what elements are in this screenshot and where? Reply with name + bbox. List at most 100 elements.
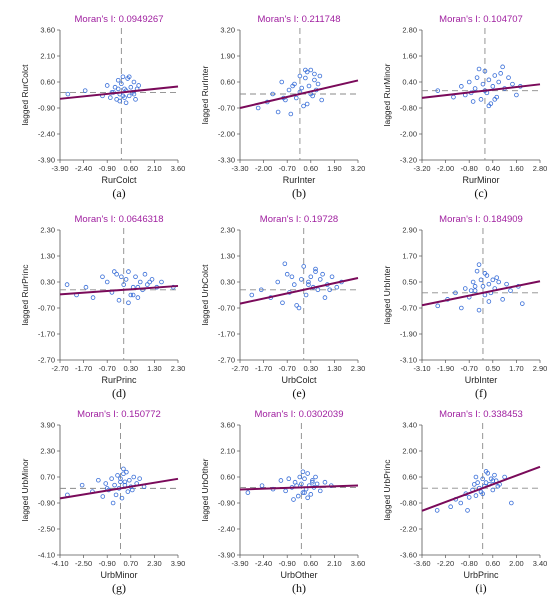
data-point	[303, 292, 309, 298]
y-axis-label: lagged UrbInter	[382, 266, 392, 325]
data-point	[297, 474, 303, 480]
data-point	[121, 466, 126, 472]
data-point	[116, 297, 122, 303]
x-tick-label: 2.30	[171, 364, 186, 373]
y-tick-label: 0.70	[40, 473, 55, 482]
chart-title: Moran's I: 0.150772	[77, 409, 161, 420]
y-tick-label: 3.40	[402, 421, 417, 430]
y-tick-label: -2.50	[38, 525, 55, 534]
data-point	[434, 508, 440, 513]
chart-title: Moran's I: 0.0302039	[255, 409, 344, 420]
data-point	[329, 274, 335, 280]
y-tick-label: 3.60	[40, 26, 55, 35]
data-point	[249, 292, 255, 298]
x-tick-label: 2.10	[147, 164, 162, 173]
data-point	[482, 68, 488, 74]
data-point	[130, 292, 136, 298]
data-point	[301, 264, 307, 269]
data-point	[112, 482, 117, 488]
x-tick-label: 2.10	[327, 559, 342, 568]
chart-title: Moran's I: 0.104707	[439, 14, 523, 25]
data-point	[494, 275, 500, 280]
data-point	[495, 483, 501, 489]
y-tick-label: -4.10	[38, 551, 55, 560]
y-tick-label: 2.10	[40, 52, 55, 61]
data-point	[133, 97, 138, 102]
data-point	[286, 476, 292, 482]
data-point	[483, 480, 489, 485]
x-tick-label: -0.90	[279, 559, 296, 568]
panel-label: (e)	[292, 386, 305, 400]
y-tick-label: 1.70	[402, 252, 417, 261]
data-point	[472, 288, 478, 293]
y-tick-label: 3.90	[40, 421, 55, 430]
data-point	[296, 305, 302, 311]
regression-line	[421, 280, 541, 307]
data-point	[490, 478, 496, 484]
x-tick-label: 2.30	[147, 559, 162, 568]
data-point	[82, 88, 88, 93]
data-point	[514, 92, 519, 98]
regression-line	[59, 85, 179, 100]
data-point	[275, 109, 281, 115]
data-point	[322, 295, 328, 300]
y-tick-label: 2.30	[40, 226, 55, 235]
x-tick-label: 2.30	[351, 364, 366, 373]
data-point	[142, 271, 148, 277]
y-tick-label: -3.20	[400, 156, 417, 165]
x-tick-label: -0.90	[99, 164, 116, 173]
x-tick-label: -0.80	[461, 559, 478, 568]
x-tick-label: -1.90	[437, 364, 454, 373]
data-point	[453, 290, 458, 296]
data-point	[306, 279, 311, 285]
y-tick-label: -1.70	[218, 330, 235, 339]
y-tick-label: -1.70	[38, 330, 55, 339]
y-tick-label: -3.90	[218, 551, 235, 560]
panel-label: (g)	[112, 581, 126, 595]
data-point	[315, 81, 321, 87]
x-axis-label: UrbInter	[465, 375, 498, 385]
data-point	[435, 303, 441, 309]
x-tick-label: 0.60	[485, 559, 500, 568]
x-tick-label: 0.30	[123, 364, 138, 373]
y-tick-label: -0.90	[38, 499, 55, 508]
data-point	[302, 476, 307, 482]
data-point	[300, 490, 306, 495]
x-tick-label: 1.30	[327, 364, 342, 373]
data-point	[295, 493, 301, 499]
x-tick-label: 0.60	[303, 164, 318, 173]
regression-line	[239, 484, 359, 491]
data-point	[470, 99, 476, 104]
data-point	[64, 282, 70, 287]
data-point	[480, 476, 485, 482]
data-point	[100, 494, 106, 499]
chart-title: Moran's I: 0.211748	[258, 14, 341, 25]
y-tick-label: -3.30	[218, 156, 235, 165]
data-point	[502, 474, 507, 480]
data-point	[308, 274, 314, 280]
x-axis-label: UrbColct	[281, 375, 317, 385]
x-tick-label: -0.70	[279, 164, 296, 173]
x-tick-label: 0.50	[485, 364, 500, 373]
x-tick-label: -4.10	[51, 559, 68, 568]
data-point	[291, 497, 296, 502]
data-point	[480, 81, 486, 87]
data-point	[313, 474, 318, 480]
y-tick-label: -0.70	[400, 304, 417, 313]
data-point	[472, 86, 478, 91]
y-axis-label: lagged UrbPrinc	[382, 459, 392, 521]
data-point	[129, 487, 135, 493]
regression-line	[239, 277, 359, 305]
data-point	[306, 282, 311, 287]
data-point	[435, 88, 441, 93]
data-point	[478, 97, 484, 102]
x-axis-label: UrbOther	[280, 570, 317, 580]
data-point	[288, 111, 294, 117]
data-point	[483, 469, 489, 474]
data-point	[500, 297, 505, 302]
data-point	[100, 274, 105, 280]
data-point	[475, 480, 480, 485]
data-point	[128, 292, 134, 298]
y-tick-label: 0.60	[40, 78, 55, 87]
